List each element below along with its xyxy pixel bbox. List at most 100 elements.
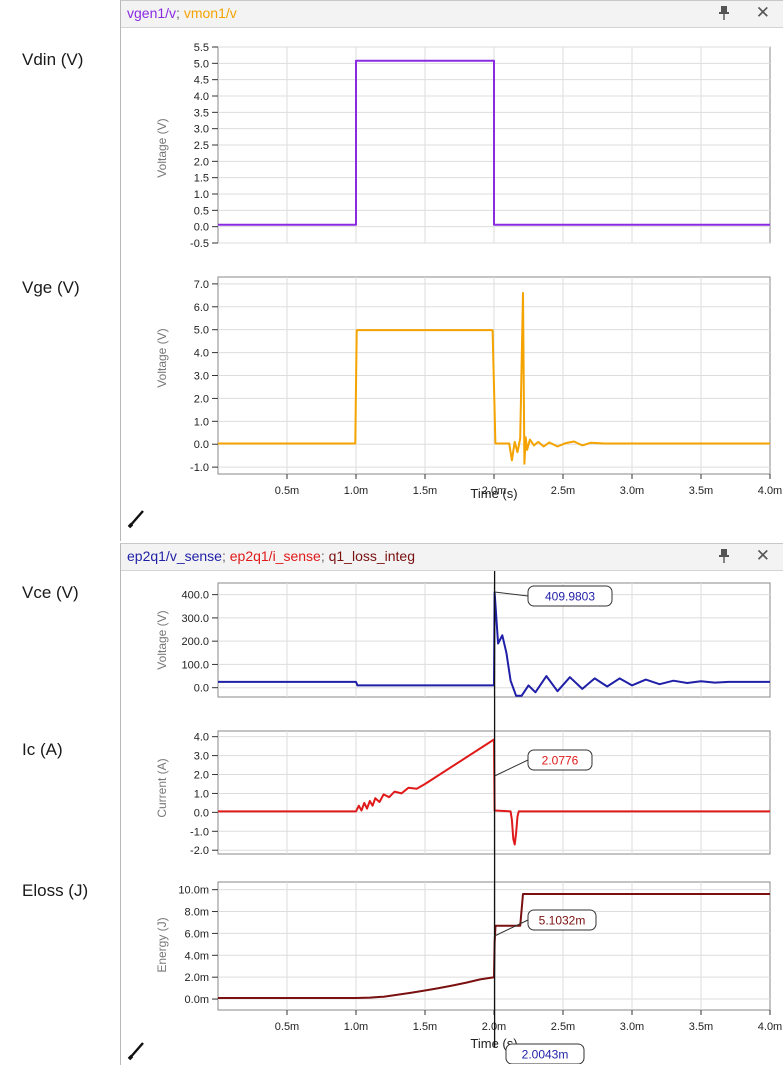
readout-leader: [494, 759, 529, 777]
y-tick-label: 4.0m: [185, 950, 209, 962]
side-label-vce: Vce (V): [22, 583, 79, 602]
readout-box: [527, 749, 593, 771]
series-line-q1-loss-integ: [218, 893, 770, 999]
x-tick-label: 2.5m: [551, 485, 575, 497]
y-tick-label: 0.0: [194, 807, 209, 819]
y-tick-label: 4.5: [194, 75, 209, 87]
y-tick-label: 0.0m: [185, 994, 209, 1006]
y-tick-label: 1.5: [194, 173, 209, 185]
y-tick-label: 3.0: [194, 751, 209, 763]
x-tick-label: 3.0m: [620, 1021, 644, 1033]
series-line-ep2q1-i-sense: [218, 738, 770, 846]
chart-eloss: 10.0m 8.0m 6.0m 4.0m 2.0m 0.0m Energy (J): [155, 881, 771, 1011]
chart-ic: 4.0 3.0 2.0 1.0 0.0 -1.0 -2.0 Current (A): [155, 730, 771, 857]
side-label-vge: Vge (V): [22, 278, 80, 297]
y-axis-label: Current (A): [155, 758, 169, 817]
x-axis-label: Time (s): [470, 486, 517, 501]
side-label-vdin: Vdin (V): [22, 50, 84, 69]
y-tick-label: 6.0m: [185, 928, 209, 940]
y-tick-label: 400.0: [181, 590, 209, 602]
y-tick-label: 100.0: [181, 659, 209, 671]
y-tick-label: 4.0: [194, 732, 209, 744]
readout-box: [505, 1043, 585, 1064]
readout-box: [527, 909, 597, 931]
readout-value: 5.1032m: [539, 914, 586, 928]
y-axis-label: Energy (J): [155, 917, 169, 972]
y-tick-label: 2.0: [194, 770, 209, 782]
y-tick-label: 2.0: [194, 156, 209, 168]
y-tick-label: 2.5: [194, 140, 209, 152]
panel-top-header: vgen1/v; vmon1/v ✕: [121, 1, 783, 28]
y-tick-label: 8.0m: [185, 907, 209, 919]
chart-vge: 7.0 6.0 5.0 4.0 3.0 2.0 1.0 0.0 -1.0 Voltage (V): [155, 276, 771, 475]
series-line-vmon1-v: [218, 292, 770, 465]
readout-value: 2.0043m: [522, 1048, 569, 1062]
x-tick-label: 0.5m: [275, 1021, 299, 1033]
y-tick-label: 1.0: [194, 416, 209, 428]
panel-top-legend: vgen1/v; vmon1/v: [127, 5, 237, 21]
pen-icon[interactable]: [126, 1040, 148, 1067]
cursor-readout-ic: 2.0776: [494, 749, 593, 777]
panel-bottom-legend: ep2q1/v_sense; ep2q1/i_sense; q1_loss_in…: [127, 548, 415, 564]
side-label-ic: Ic (A): [22, 740, 63, 759]
pin-icon[interactable]: [718, 5, 730, 24]
y-tick-label: -1.0: [190, 826, 209, 838]
y-tick-label: 200.0: [181, 636, 209, 648]
y-tick-label: 6.0: [194, 302, 209, 314]
y-tick-label: 5.0: [194, 325, 209, 337]
y-tick-label: 4.0: [194, 91, 209, 103]
y-tick-label: 3.5: [194, 107, 209, 119]
x-tick-label: 3.0m: [620, 485, 644, 497]
y-tick-label: 4.0: [194, 348, 209, 360]
y-tick-label: 10.0m: [178, 885, 209, 897]
y-tick-label: 5.0: [194, 58, 209, 70]
y-tick-label: 7.0: [194, 279, 209, 291]
y-axis-label: Voltage (V): [155, 118, 169, 177]
x-tick-label: 0.5m: [275, 485, 299, 497]
readout-leader: [494, 919, 529, 937]
y-tick-label: 1.0: [194, 189, 209, 201]
legend-item-v-sense[interactable]: ep2q1/v_sense: [127, 548, 222, 564]
y-tick-label: -0.5: [190, 238, 209, 250]
series-line-vgen1-v: [218, 59, 770, 226]
legend-item-i-sense[interactable]: ep2q1/i_sense: [229, 548, 321, 564]
y-tick-label: 0.0: [194, 683, 209, 695]
legend-item-loss-integ[interactable]: q1_loss_integ: [328, 548, 416, 564]
close-icon[interactable]: ✕: [755, 546, 770, 565]
chart-vdin: 5.5 5.0 4.5 4.0 3.5 3.0 2.5 2.0 1.5 1.0 0.5 0.0 -0.5…: [155, 42, 771, 250]
x-tick-label: 1.0m: [344, 485, 368, 497]
pin-icon[interactable]: [718, 548, 730, 567]
y-tick-label: 2.0m: [185, 972, 209, 984]
y-tick-label: -2.0: [190, 845, 209, 857]
readout-value: 409.9803: [545, 590, 595, 604]
y-axis-label: Voltage (V): [155, 610, 169, 669]
y-tick-label: 3.0: [194, 124, 209, 136]
legend-item-vmon1[interactable]: vmon1/v: [183, 5, 237, 21]
chart-vce: 400.0 300.0 200.0 100.0 0.0 Voltage (V): [155, 582, 771, 698]
cursor-x-readout: 2.0043m: [505, 1043, 585, 1064]
y-tick-label: 2.0: [194, 393, 209, 405]
x-tick-label: 1.5m: [413, 1021, 437, 1033]
x-tick-label: 2.5m: [551, 1021, 575, 1033]
y-tick-label: 0.5: [194, 205, 209, 217]
x-tick-label: 1.5m: [413, 485, 437, 497]
x-tick-label: 2.0m: [482, 485, 506, 497]
close-icon[interactable]: ✕: [755, 3, 770, 22]
y-tick-label: 3.0: [194, 371, 209, 383]
y-tick-label: 0.0: [194, 439, 209, 451]
legend-item-vgen1[interactable]: vgen1/v: [127, 5, 177, 21]
y-axis-label: Voltage (V): [155, 328, 169, 387]
legend-separator: ;: [320, 548, 329, 564]
y-tick-label: 1.0: [194, 788, 209, 800]
pen-icon[interactable]: [126, 508, 148, 535]
readout-leader: [494, 591, 529, 597]
readout-value: 2.0776: [542, 754, 579, 768]
y-tick-label: 300.0: [181, 613, 209, 625]
x-tick-label: 4.0m: [758, 485, 782, 497]
x-tick-label: 4.0m: [758, 1021, 782, 1033]
x-tick-label: 3.5m: [689, 485, 713, 497]
y-tick-label: -1.0: [190, 462, 209, 474]
cursor-readout-eloss: 5.1032m: [494, 909, 597, 937]
side-label-eloss: Eloss (J): [22, 881, 89, 900]
